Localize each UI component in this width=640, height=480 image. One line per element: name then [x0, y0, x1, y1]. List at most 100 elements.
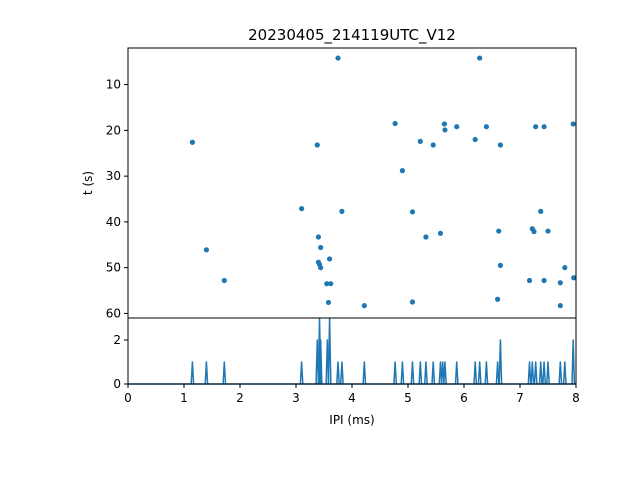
scatter-point [423, 234, 429, 240]
histogram-spike [498, 339, 503, 385]
scatter-point [472, 136, 478, 143]
histogram-spike [400, 361, 405, 385]
scatter-point [454, 124, 460, 130]
scatter-point [399, 168, 405, 174]
scatter-point [328, 281, 334, 287]
scatter-point [496, 228, 502, 234]
scatter-points [189, 55, 577, 309]
scatter-y-ticks: 10 20 30 40 50 60 [106, 78, 128, 320]
scatter-point [477, 55, 483, 61]
histogram-x-ticks: 0 1 2 3 4 5 6 7 8 [124, 384, 580, 405]
scatter-point [315, 234, 321, 240]
scatter-point [339, 208, 345, 214]
histogram-spike [318, 339, 323, 385]
histogram-x-tick-label: 6 [460, 391, 468, 405]
histogram-x-tick-label: 7 [516, 391, 524, 405]
scatter-y-tick-label: 20 [106, 123, 121, 137]
scatter-y-tick-label: 40 [106, 215, 121, 229]
scatter-y-tick-label: 50 [106, 261, 121, 275]
scatter-point [526, 277, 533, 284]
histogram-spike [533, 361, 538, 385]
scatter-panel: 10 20 30 40 50 60 t (s) [81, 47, 577, 320]
scatter-point [531, 228, 537, 235]
histogram-x-tick-label: 0 [124, 391, 132, 405]
scatter-point [497, 262, 503, 268]
histogram-spike [443, 361, 447, 385]
histogram-spike [393, 361, 398, 385]
histogram-spike [336, 361, 340, 385]
histogram-spike [546, 361, 550, 385]
scatter-point [324, 281, 330, 287]
scatter-point [409, 299, 416, 305]
scatter-point [335, 55, 341, 61]
scatter-point [314, 142, 320, 148]
histogram-y-tick-label: 2 [113, 333, 121, 347]
histogram-spike [530, 361, 535, 385]
scatter-point [221, 277, 227, 284]
histogram-spike [327, 317, 332, 385]
scatter-point [533, 124, 539, 130]
scatter-point [557, 280, 563, 286]
scatter-point [203, 247, 209, 253]
histogram-spike [571, 339, 576, 385]
histogram-spike [339, 361, 344, 385]
scatter-point [571, 275, 577, 281]
histogram-spike [190, 361, 195, 385]
histogram-y-tick-label: 0 [113, 377, 121, 391]
histogram-x-tick-label: 2 [236, 391, 244, 405]
scatter-point [562, 265, 568, 271]
scatter-point [409, 209, 416, 215]
histogram-spike [410, 361, 415, 385]
scatter-point [545, 228, 551, 234]
scatter-point [483, 124, 489, 130]
histogram-x-tick-label: 8 [572, 391, 580, 405]
histogram-spike [562, 361, 567, 385]
histogram-spike [204, 361, 209, 385]
scatter-point [541, 277, 547, 284]
histogram-spike [362, 361, 367, 385]
histogram-spike [527, 361, 532, 385]
chart-title: 20230405_214119UTC_V12 [248, 26, 456, 45]
scatter-y-tick-label: 10 [106, 78, 121, 92]
histogram-spike [299, 361, 304, 385]
scatter-point [538, 208, 544, 214]
scatter-y-tick-label: 30 [106, 169, 121, 183]
histogram-spike [542, 361, 547, 385]
histogram-plot-frame [127, 317, 577, 385]
scatter-point [392, 120, 398, 127]
scatter-point [557, 303, 563, 309]
scatter-point [570, 121, 576, 127]
scatter-y-tick-label: 60 [106, 306, 121, 320]
scatter-point [442, 127, 448, 133]
histogram-y-ticks: 02 [113, 333, 128, 391]
scatter-point [430, 142, 436, 148]
scatter-point [325, 299, 332, 306]
histogram-x-tick-label: 5 [404, 391, 412, 405]
histogram-series [128, 317, 576, 385]
histogram-spike [538, 361, 543, 385]
histogram-spike [473, 361, 478, 385]
histogram-x-axis-label: IPI (ms) [329, 413, 374, 427]
scatter-point [299, 206, 305, 212]
histogram-spike [477, 361, 482, 385]
histogram-spike [423, 361, 428, 385]
scatter-point [441, 121, 447, 127]
scatter-point [495, 296, 501, 302]
scatter-point [318, 244, 324, 251]
scatter-point [189, 139, 195, 145]
histogram-spike [484, 361, 489, 385]
scatter-plot-frame [127, 47, 577, 319]
scatter-point [417, 138, 423, 144]
histogram-spike [558, 361, 563, 385]
scatter-point [541, 124, 547, 130]
scatter-y-axis-label: t (s) [81, 171, 95, 195]
histogram-x-tick-label: 1 [180, 391, 188, 405]
histogram-spike [495, 361, 500, 385]
scatter-point [327, 256, 333, 262]
scatter-point [361, 303, 367, 309]
histogram-spike [222, 361, 227, 385]
histogram-x-tick-label: 3 [292, 391, 300, 405]
histogram-x-tick-label: 4 [348, 391, 356, 405]
